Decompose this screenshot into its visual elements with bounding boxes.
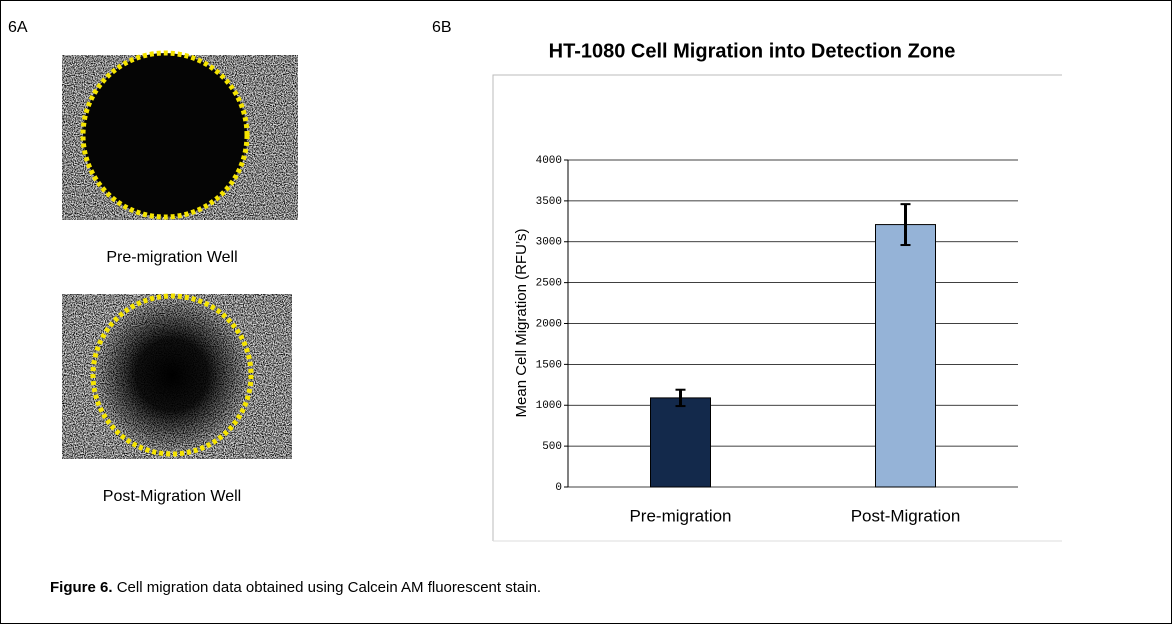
y-axis-label: Mean Cell Migration (RFU’s) bbox=[513, 229, 530, 418]
bar bbox=[876, 225, 936, 487]
image-caption: Post-Migration Well bbox=[103, 488, 241, 505]
y-tick-label: 1000 bbox=[536, 400, 562, 412]
panel-label: 6A bbox=[8, 19, 28, 36]
chart-title: HT-1080 Cell Migration into Detection Zo… bbox=[549, 40, 956, 62]
y-tick-label: 2500 bbox=[536, 278, 562, 290]
micrograph bbox=[62, 294, 292, 459]
y-tick-label: 0 bbox=[555, 482, 562, 494]
figure: 6A 6B Pre-migration Well Post-Migration … bbox=[0, 0, 1172, 624]
bar bbox=[651, 398, 711, 487]
y-tick-label: 500 bbox=[542, 441, 562, 453]
y-tick-label: 3500 bbox=[536, 196, 562, 208]
y-tick-label: 2000 bbox=[536, 318, 562, 330]
image-caption: Pre-migration Well bbox=[106, 249, 237, 266]
y-tick-label: 4000 bbox=[536, 155, 562, 167]
caption-text: Cell migration data obtained using Calce… bbox=[117, 579, 541, 596]
x-tick-label: Post-Migration bbox=[851, 506, 961, 525]
panel-label: 6B bbox=[432, 19, 452, 36]
caption-label: Figure 6. bbox=[50, 579, 113, 596]
y-tick-label: 1500 bbox=[536, 359, 562, 371]
y-tick-label: 3000 bbox=[536, 237, 562, 249]
x-tick-label: Pre-migration bbox=[629, 506, 731, 525]
micrograph bbox=[62, 53, 298, 220]
caption: Figure 6. Cell migration data obtained u… bbox=[50, 579, 541, 596]
